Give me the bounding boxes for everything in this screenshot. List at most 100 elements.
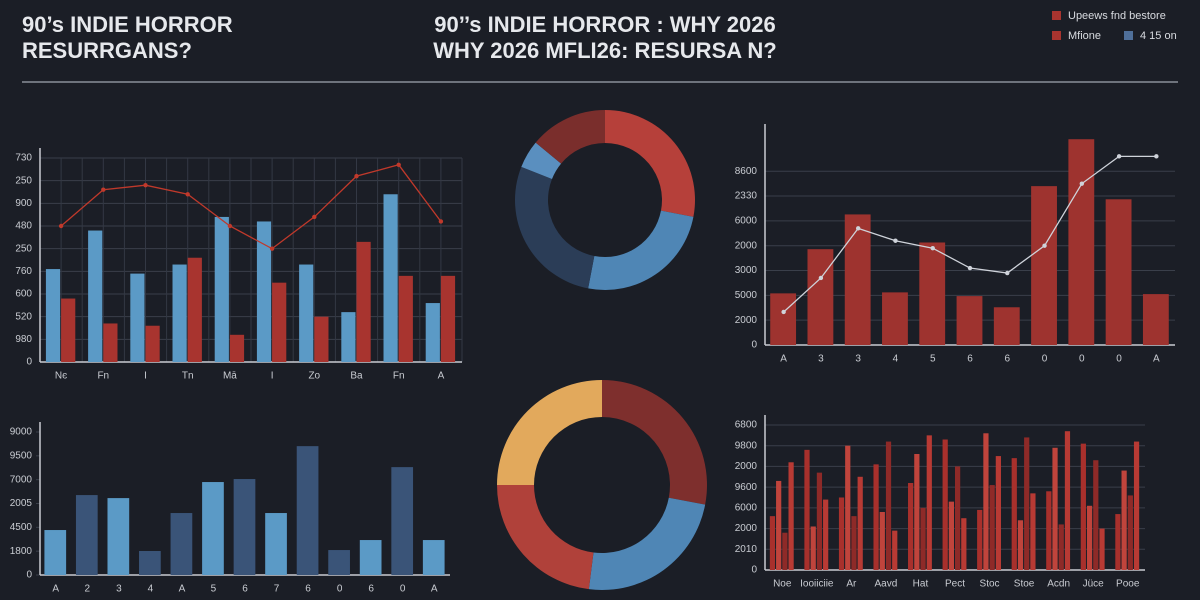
- bar: [1017, 520, 1024, 570]
- line-point: [438, 219, 444, 224]
- bar: [1115, 514, 1121, 570]
- bar: [919, 242, 946, 345]
- bar: [1064, 431, 1071, 570]
- bar: [823, 499, 829, 570]
- line-point: [354, 173, 359, 179]
- line-point: [1079, 181, 1085, 186]
- x-tick-label: 0: [1079, 354, 1085, 365]
- y-tick-label: 2010: [735, 544, 758, 555]
- line-point: [269, 246, 275, 251]
- x-tick-label: Zo: [308, 371, 320, 382]
- donut-slice: [588, 210, 694, 290]
- bar: [44, 530, 67, 575]
- line-point: [185, 192, 190, 197]
- y-tick-label: 2000: [735, 240, 758, 251]
- y-tick-label: 250: [15, 243, 32, 254]
- line-point: [1042, 243, 1047, 248]
- bar: [229, 334, 245, 362]
- x-tick-label: A: [52, 584, 59, 595]
- y-tick-label: 480: [15, 221, 32, 232]
- legend-label: 4 15 on: [1140, 30, 1177, 42]
- x-tick-label: 0: [1116, 354, 1122, 365]
- bar: [391, 467, 414, 575]
- bar: [807, 249, 834, 345]
- bar: [328, 550, 350, 575]
- line-point: [818, 275, 824, 281]
- bar: [948, 501, 954, 570]
- bar: [914, 454, 920, 570]
- donut-slice: [602, 380, 707, 505]
- x-tick-label: 6: [305, 584, 311, 595]
- bar: [139, 551, 161, 575]
- x-tick-label: A: [431, 584, 438, 595]
- bar: [1121, 470, 1127, 570]
- x-tick-label: 6: [1004, 354, 1010, 365]
- y-tick-label: 7000: [10, 474, 33, 485]
- bar: [892, 530, 898, 570]
- bar: [296, 446, 319, 575]
- bar: [1105, 199, 1132, 345]
- x-tick-label: 6: [368, 584, 374, 595]
- x-tick-label: Ba: [350, 371, 363, 382]
- x-tick-label: 5: [930, 354, 936, 365]
- bar: [1142, 294, 1169, 345]
- center-title: 90’’s INDIE HORROR : WHY 2026: [434, 12, 776, 37]
- y-tick-label: 760: [15, 266, 32, 277]
- bar: [398, 275, 413, 362]
- x-tick-label: 3: [855, 354, 861, 365]
- x-tick-label: A: [1153, 354, 1160, 365]
- x-tick-label: Fn: [393, 371, 405, 382]
- bar: [440, 275, 456, 362]
- y-tick-label: 900: [15, 198, 32, 209]
- bar: [356, 241, 371, 362]
- x-tick-label: Jüce: [1083, 579, 1105, 590]
- y-tick-label: 520: [15, 311, 32, 322]
- x-tick-label: 3: [116, 584, 122, 595]
- bar: [942, 439, 948, 570]
- line-point: [143, 183, 148, 188]
- bar: [425, 303, 440, 362]
- line-point: [893, 238, 898, 243]
- x-tick-label: Stoe: [1014, 579, 1035, 590]
- x-tick-label: Pect: [945, 579, 965, 590]
- x-tick-label: 0: [400, 584, 406, 595]
- bar: [272, 282, 287, 362]
- x-tick-label: I: [144, 371, 147, 382]
- x-tick-label: A: [179, 584, 186, 595]
- bar: [955, 466, 961, 570]
- x-tick-label: Aavd: [875, 579, 898, 590]
- bar: [1030, 493, 1036, 570]
- bar: [1080, 443, 1086, 570]
- y-tick-label: 8600: [735, 166, 758, 177]
- line-point: [227, 223, 233, 229]
- bar: [956, 296, 983, 345]
- legend-label: Upeews fnd bestore: [1068, 10, 1166, 22]
- bar: [383, 194, 398, 362]
- bar: [920, 507, 926, 570]
- y-tick-label: 9800: [735, 440, 758, 451]
- bar: [1133, 441, 1140, 570]
- bar: [1093, 460, 1099, 570]
- x-tick-label: A: [438, 371, 445, 382]
- x-tick-label: Ar: [846, 579, 857, 590]
- bar: [816, 472, 823, 570]
- y-tick-label: 9500: [10, 450, 33, 461]
- y-tick-label: 2330: [735, 191, 758, 202]
- bar: [983, 433, 989, 570]
- bar: [256, 221, 272, 362]
- line-point: [967, 265, 973, 271]
- legend-swatch: [1052, 31, 1061, 40]
- line-point: [855, 226, 861, 231]
- bar: [341, 312, 356, 362]
- bar: [88, 230, 103, 362]
- y-tick-label: 0: [751, 565, 757, 576]
- x-tick-label: Tn: [182, 371, 194, 382]
- line: [60, 164, 442, 250]
- bar: [359, 540, 382, 575]
- x-tick-label: Mā: [223, 371, 237, 382]
- line-point: [312, 214, 317, 220]
- x-tick-label: Stoc: [980, 579, 1000, 590]
- bar: [885, 441, 892, 570]
